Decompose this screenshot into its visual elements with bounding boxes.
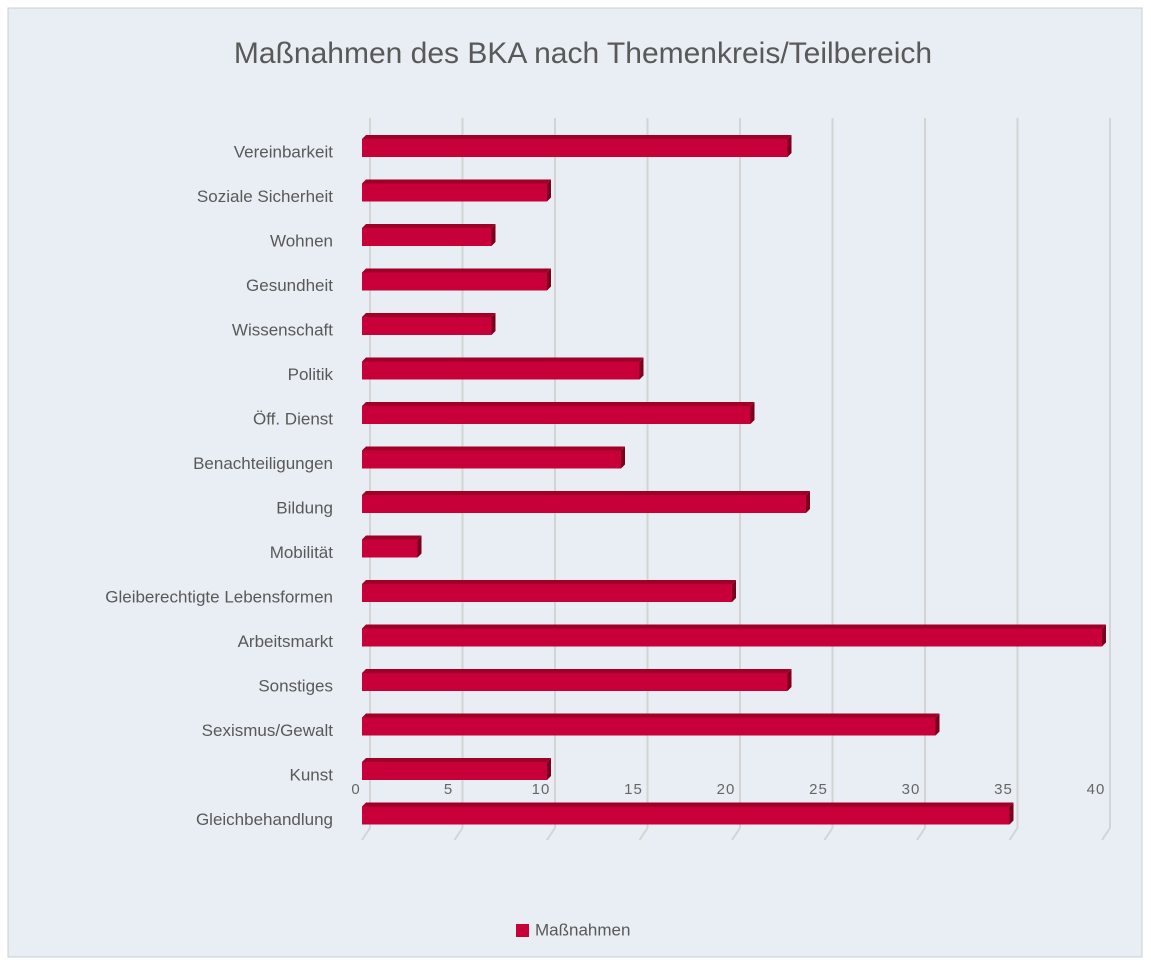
bar-top [362,313,496,317]
bar-side [1102,624,1106,647]
x-tick-label: 20 [717,781,736,798]
bar [362,183,547,202]
bar-top [362,491,810,495]
bar [362,584,732,602]
bar [362,717,936,736]
bar-top [362,135,792,139]
bar-side [639,357,644,380]
grid-floor [1101,827,1111,841]
y-tick-label: Politik [288,365,334,384]
bar-top [362,713,940,718]
bar-top [362,758,551,762]
x-tick-label: 25 [809,781,828,798]
bar [362,762,547,780]
y-tick-label: Soziale Sicherheit [197,187,333,206]
y-tick-label: Gleichbehandlung [196,810,333,829]
legend-label: Maßnahmen [535,920,630,939]
bar [362,495,806,513]
y-tick-label: Kunst [290,765,334,784]
x-tick-label: 15 [624,781,643,798]
bar-side [417,535,422,558]
bar [362,317,492,335]
bar-side [547,179,551,202]
x-tick-label: 10 [532,781,551,798]
grid-floor [916,827,926,841]
y-tick-label: Öff. Dienst [253,409,333,428]
bar [362,673,788,691]
chart-title: Maßnahmen des BKA nach Themenkreis/Teilb… [234,37,932,70]
bar [362,628,1102,647]
bar-top [362,179,551,184]
x-tick-label: 5 [444,781,453,798]
bar [362,139,788,157]
grid-floor [731,827,741,841]
bar-top [362,802,1014,807]
bar-side [750,402,755,424]
bar-side [1009,802,1014,825]
bar-top [362,402,755,406]
bar-side [935,713,940,736]
bar [362,450,621,469]
y-tick-label: Benachteiligungen [193,454,333,473]
grid-floor [546,827,556,841]
y-tick-label: Sonstiges [258,676,333,695]
bar [362,806,1010,825]
grid-floor [361,827,371,841]
bar-top [362,224,496,228]
y-tick-label: Wohnen [270,231,333,250]
bar-side [547,758,551,780]
y-tick-label: Bildung [276,498,333,517]
bar-top [362,268,551,273]
bar [362,539,418,558]
bar-top [362,669,792,673]
bar-side [787,135,792,157]
chart-area [7,7,1143,958]
grid-floor [638,827,649,841]
x-tick-label: 30 [902,781,921,798]
grid-floor [453,827,464,841]
bar [362,361,640,380]
bar-top [362,580,736,584]
bar-side [787,669,792,691]
y-tick-label: Sexismus/Gewalt [202,721,334,740]
bar-side [547,268,551,291]
bar [362,406,751,424]
bar-top [362,535,422,540]
bar [362,272,547,291]
bar-side [491,224,496,246]
bar-top [362,446,625,451]
bar [362,228,492,246]
bar-side [732,580,736,602]
bar-top [362,624,1106,629]
grid-floor [1008,827,1019,841]
y-tick-label: Vereinbarkeit [234,142,334,161]
bar-side [621,446,625,469]
y-tick-label: Mobilität [270,543,334,562]
grid-floor [823,827,834,841]
x-tick-label: 35 [994,781,1013,798]
bar-side [806,491,810,513]
y-tick-label: Gleiberechtigte Lebensformen [105,587,333,606]
y-tick-label: Arbeitsmarkt [238,632,334,651]
bar-top [362,357,644,362]
x-tick-label: 40 [1087,781,1106,798]
bar-side [491,313,496,335]
y-tick-label: Wissenschaft [232,320,333,339]
x-tick-label: 0 [351,781,360,798]
legend-swatch [516,924,529,937]
y-tick-label: Gesundheit [246,276,333,295]
